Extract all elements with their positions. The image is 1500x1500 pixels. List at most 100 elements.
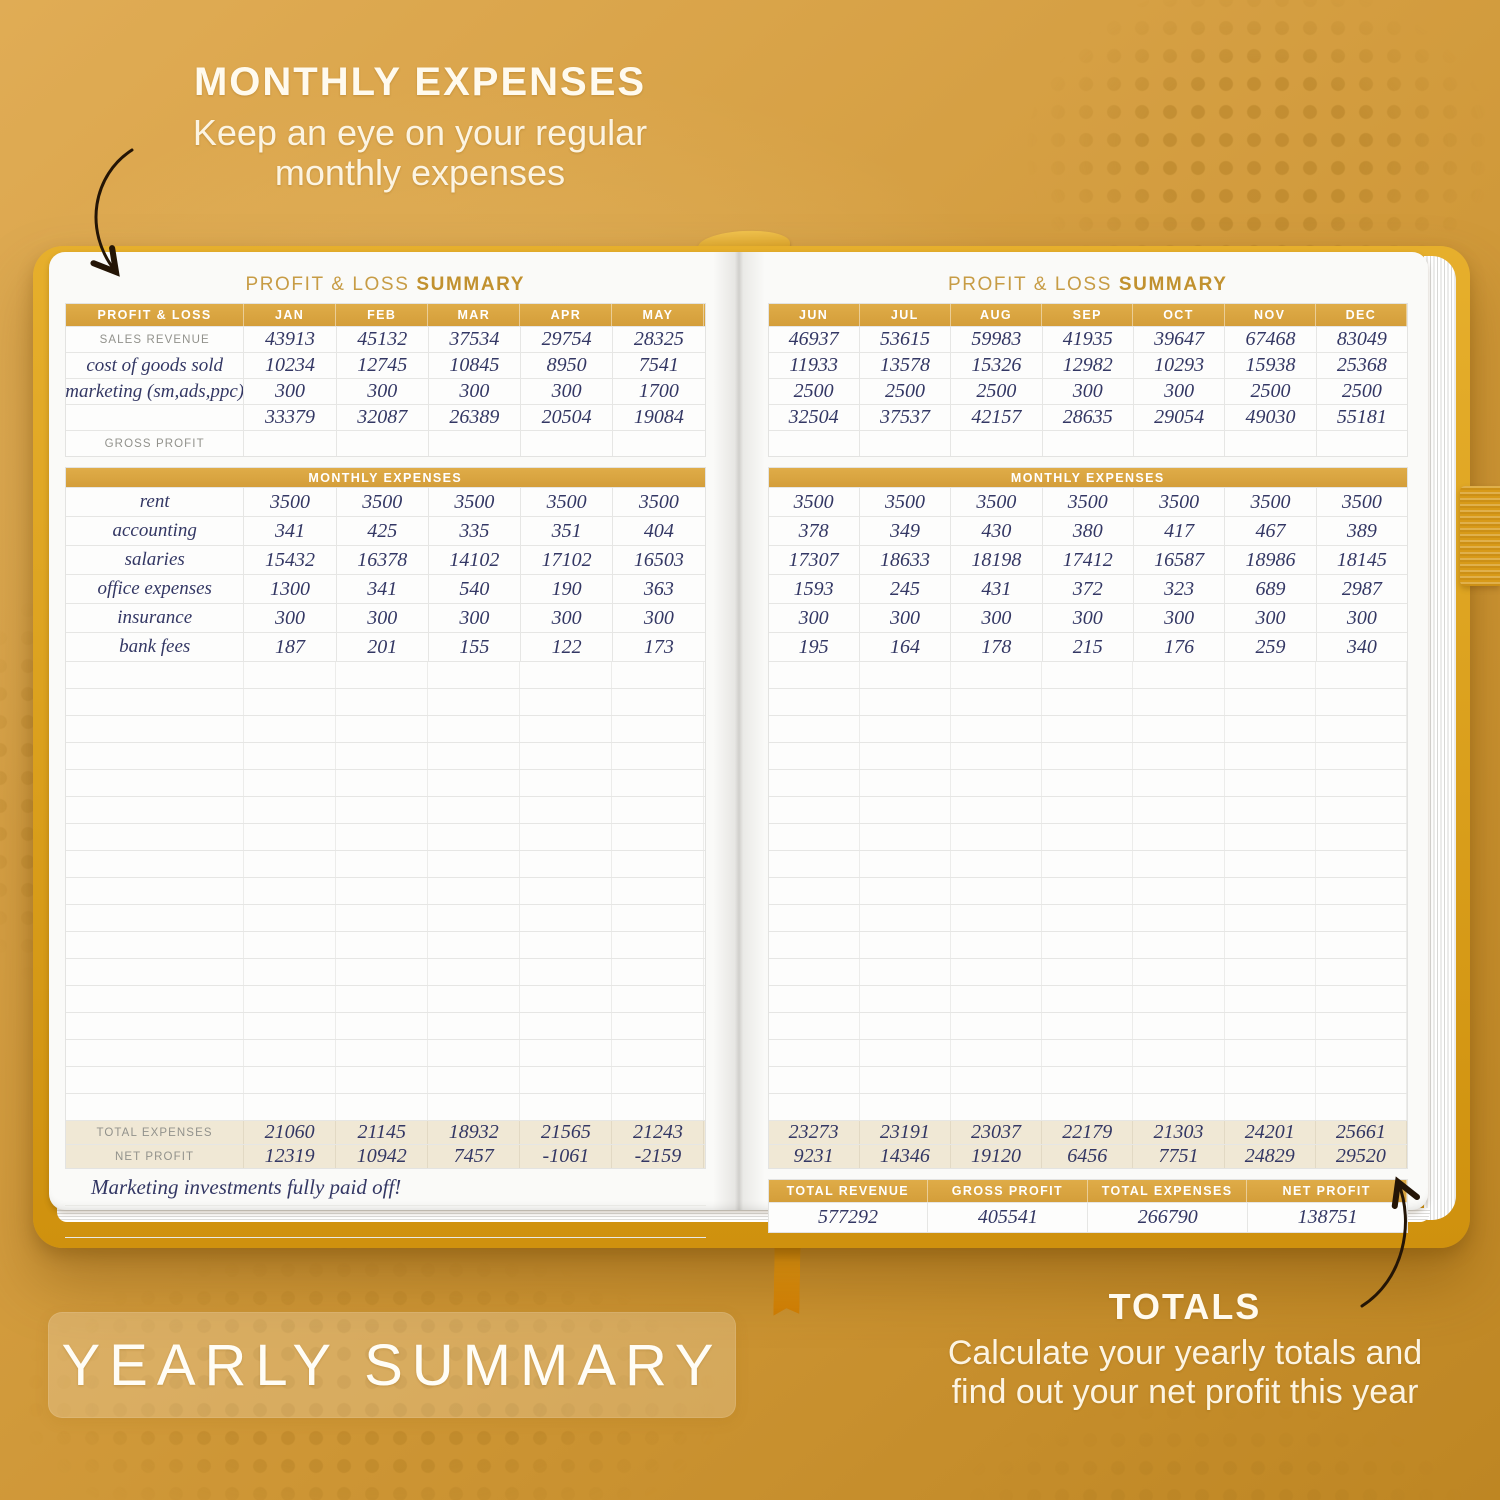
empty-cell: [1316, 824, 1408, 850]
empty-cell: [1042, 797, 1134, 823]
empty-cell: [66, 689, 245, 715]
empty-cell: [769, 689, 860, 715]
empty-cell: [1042, 905, 1134, 931]
empty-cell: [520, 770, 613, 796]
empty-row: [768, 743, 1408, 770]
empty-row: [768, 986, 1408, 1013]
empty-cell: [860, 851, 951, 877]
empty-cell: [860, 824, 951, 850]
pl-row: [769, 431, 1408, 456]
empty-cell: [612, 878, 705, 904]
empty-row: [66, 716, 705, 743]
value-cell: 431: [951, 575, 1043, 603]
left-monthly-expenses-table: MONTHLY EXPENSES rent 3500 3500 3500 3500 3500…: [65, 467, 706, 1169]
value-cell: 25661: [1316, 1121, 1408, 1144]
empty-cell: [336, 932, 429, 958]
value-cell: 417: [1134, 517, 1226, 545]
empty-cell: [244, 797, 337, 823]
value-cell: 12982: [1043, 353, 1134, 378]
value-cell: -1061: [520, 1145, 613, 1168]
empty-cell: [1133, 1013, 1225, 1039]
value-cell: 404: [643, 519, 674, 542]
empty-row: [66, 1094, 705, 1121]
empty-cell: [951, 716, 1043, 742]
empty-cell: [769, 716, 860, 742]
empty-cell: [769, 932, 860, 958]
yearly-value: 266790: [1088, 1203, 1249, 1232]
expense-label: office expenses: [66, 575, 245, 603]
yearly-value: 577292: [769, 1203, 929, 1232]
empty-row: [768, 1094, 1408, 1121]
value-cell: 6456: [1042, 1145, 1134, 1168]
annotation-monthly-expenses-line2: monthly expenses: [274, 152, 566, 193]
empty-cell: [428, 1040, 521, 1066]
empty-cell: [612, 1040, 705, 1066]
empty-row: [66, 986, 705, 1013]
empty-row: [768, 689, 1408, 716]
empty-cell: [860, 1067, 951, 1093]
empty-cell: [428, 797, 521, 823]
pl-row: 32504 37537 42157 28635 29054 49030 55181: [768, 405, 1407, 431]
empty-row: [768, 797, 1408, 824]
month-header: OCT: [1133, 304, 1225, 326]
empty-cell: [860, 905, 951, 931]
empty-cell: [1225, 1067, 1316, 1093]
value-cell: 18986: [1225, 546, 1317, 574]
value-cell: [769, 431, 860, 456]
expense-row: office expenses 1300 341 540 190 363: [66, 575, 705, 604]
value-cell: 689: [1225, 575, 1317, 603]
empty-cell: [428, 986, 521, 1012]
empty-cell: [1133, 743, 1225, 769]
empty-cell: [428, 824, 521, 850]
empty-cell: [769, 959, 860, 985]
right-monthly-expenses-table: MONTHLY EXPENSES 3500 3500 3500 3500 3500 3500…: [767, 467, 1408, 1169]
empty-row: [768, 716, 1408, 743]
yearly-value: 405541: [928, 1203, 1089, 1232]
value-cell: [521, 431, 614, 456]
value-cell: 29754: [521, 327, 614, 352]
value-cell: 187: [244, 633, 337, 661]
empty-cell: [336, 878, 429, 904]
empty-cell: [66, 905, 245, 931]
empty-cell: [1225, 932, 1316, 958]
value-cell: 3500: [429, 488, 522, 516]
empty-cell: [951, 932, 1043, 958]
value-cell: 300: [951, 604, 1043, 632]
empty-cell: [1133, 1067, 1225, 1093]
annotation-monthly-expenses-line1: Keep an eye on your regular: [192, 112, 648, 153]
empty-cell: [860, 716, 951, 742]
value-cell: 2500: [860, 379, 952, 404]
value-cell: 3500: [860, 488, 952, 516]
empty-cell: [1225, 851, 1316, 877]
annotation-totals: TOTALS Calculate your yearly totals and …: [880, 1286, 1490, 1412]
empty-cell: [428, 959, 521, 985]
pl-row: 46937 53615 59983 41935 39647 67468 83049: [768, 327, 1407, 353]
month-header: NOV: [1225, 304, 1316, 326]
empty-cell: [1225, 878, 1316, 904]
empty-row: [66, 1013, 705, 1040]
value-cell: 176: [1134, 633, 1226, 661]
empty-cell: [66, 959, 245, 985]
empty-cell: [1316, 1067, 1408, 1093]
value-cell: 22179: [1042, 1121, 1134, 1144]
empty-cell: [951, 797, 1043, 823]
empty-cell: [1316, 878, 1408, 904]
empty-cell: [1316, 986, 1408, 1012]
empty-cell: [66, 1040, 245, 1066]
pl-header-row: PROFIT & LOSS JAN FEB MAR APR MAY: [66, 304, 705, 327]
empty-row: [66, 824, 705, 851]
value-cell: 323: [1134, 575, 1226, 603]
expense-row: 195 164 178 215 176 259 340: [768, 633, 1407, 662]
empty-cell: [769, 1067, 860, 1093]
empty-cell: [1225, 797, 1316, 823]
value-cell: 19084: [633, 406, 684, 428]
empty-cell: [244, 1040, 337, 1066]
value-cell: 2500: [1225, 379, 1317, 404]
pl-row: 2500 2500 2500 300 300 2500 2500: [768, 379, 1407, 405]
empty-row: [66, 743, 705, 770]
value-cell: 23037: [951, 1121, 1043, 1144]
empty-cell: [860, 1094, 951, 1120]
pl-row: marketing (sm,ads,ppc) 300 300 300 300 1700: [66, 379, 705, 405]
value-cell: 49030: [1225, 405, 1317, 430]
value-cell: 3500: [521, 488, 614, 516]
